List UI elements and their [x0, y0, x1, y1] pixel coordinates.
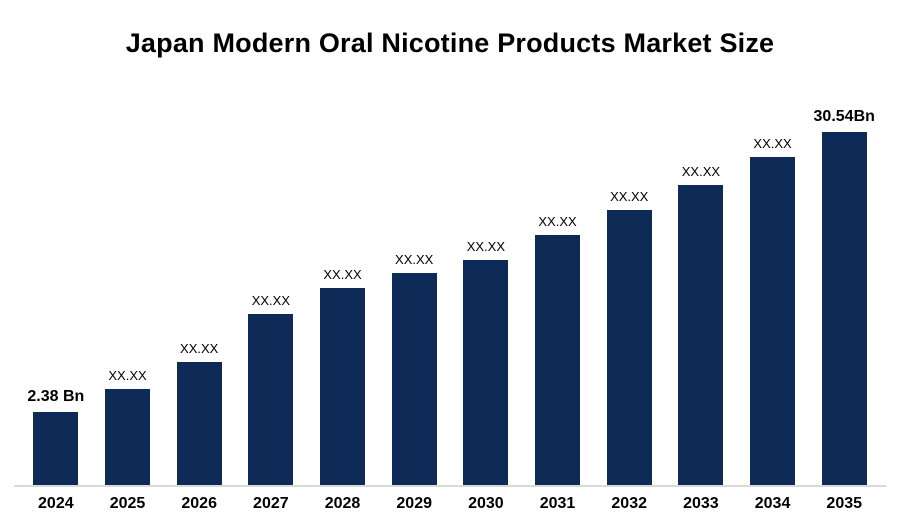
bar-column: XX.XX — [163, 341, 235, 485]
bar-value-label: XX.XX — [538, 214, 577, 229]
bar-value-label: 30.54Bn — [813, 108, 875, 125]
x-tick-label: 2027 — [253, 495, 289, 512]
x-tick-label: 2029 — [396, 495, 432, 512]
bar-column: XX.XX — [737, 136, 809, 485]
bar — [320, 288, 366, 485]
x-tick-label: 2032 — [611, 495, 647, 512]
bar-value-label: XX.XX — [681, 164, 721, 179]
bar — [248, 314, 294, 485]
bar-column: XX.XX — [307, 267, 379, 485]
bar-value-label: XX.XX — [753, 136, 792, 151]
bar — [606, 210, 652, 485]
x-tick-label: 2035 — [826, 495, 863, 512]
x-tick-label: 2025 — [109, 495, 146, 512]
bar-column: XX.XX — [235, 293, 307, 485]
bar — [535, 235, 581, 485]
bar-value-label: 2.38 Bn — [27, 388, 85, 405]
bar-column: 30.54Bn — [808, 108, 880, 485]
chart-title: Japan Modern Oral Nicotine Products Mark… — [125, 28, 775, 58]
bar — [821, 132, 867, 485]
bar-value-label: XX.XX — [180, 341, 219, 356]
bar-column: XX.XX — [450, 239, 522, 485]
x-tick-label: 2024 — [38, 495, 74, 512]
x-axis-labels: 2024 2025 2026 2027 2028 2029 2030 2031 2032 2033… — [14, 485, 886, 513]
x-tick-label: 2034 — [754, 495, 791, 512]
x-tick-label: 2030 — [468, 495, 504, 512]
x-tick-label: 2033 — [683, 495, 719, 512]
x-tick-label: 2031 — [539, 495, 576, 512]
bar-column: XX.XX — [92, 368, 164, 485]
x-tick-label: 2026 — [181, 495, 217, 512]
bar — [105, 389, 150, 485]
bars-row: 2.38 Bn XX.XX XX.XX XX.XX XX.XX XX.XX XX.XX XX.… — [14, 70, 886, 485]
bar-column: 2.38 Bn — [20, 388, 92, 485]
bar — [678, 185, 724, 485]
x-tick-label: 2028 — [324, 495, 361, 512]
bar-value-label: XX.XX — [610, 189, 649, 204]
bar — [391, 273, 437, 485]
bar-value-label: XX.XX — [108, 368, 147, 383]
bar — [750, 157, 796, 485]
bar — [33, 412, 79, 485]
bar — [176, 362, 222, 485]
bar-column: XX.XX — [522, 214, 594, 485]
bar-column: XX.XX — [665, 164, 737, 485]
bar-chart: 2.38 Bn XX.XX XX.XX XX.XX XX.XX XX.XX XX.XX XX.… — [14, 70, 886, 513]
bar-column: XX.XX — [593, 189, 665, 485]
bar-value-label: XX.XX — [251, 293, 290, 308]
bar-column: XX.XX — [378, 252, 450, 485]
bar-value-label: XX.XX — [395, 252, 434, 267]
bar — [463, 260, 509, 485]
bar-value-label: XX.XX — [323, 267, 362, 282]
bar-value-label: XX.XX — [466, 239, 506, 254]
